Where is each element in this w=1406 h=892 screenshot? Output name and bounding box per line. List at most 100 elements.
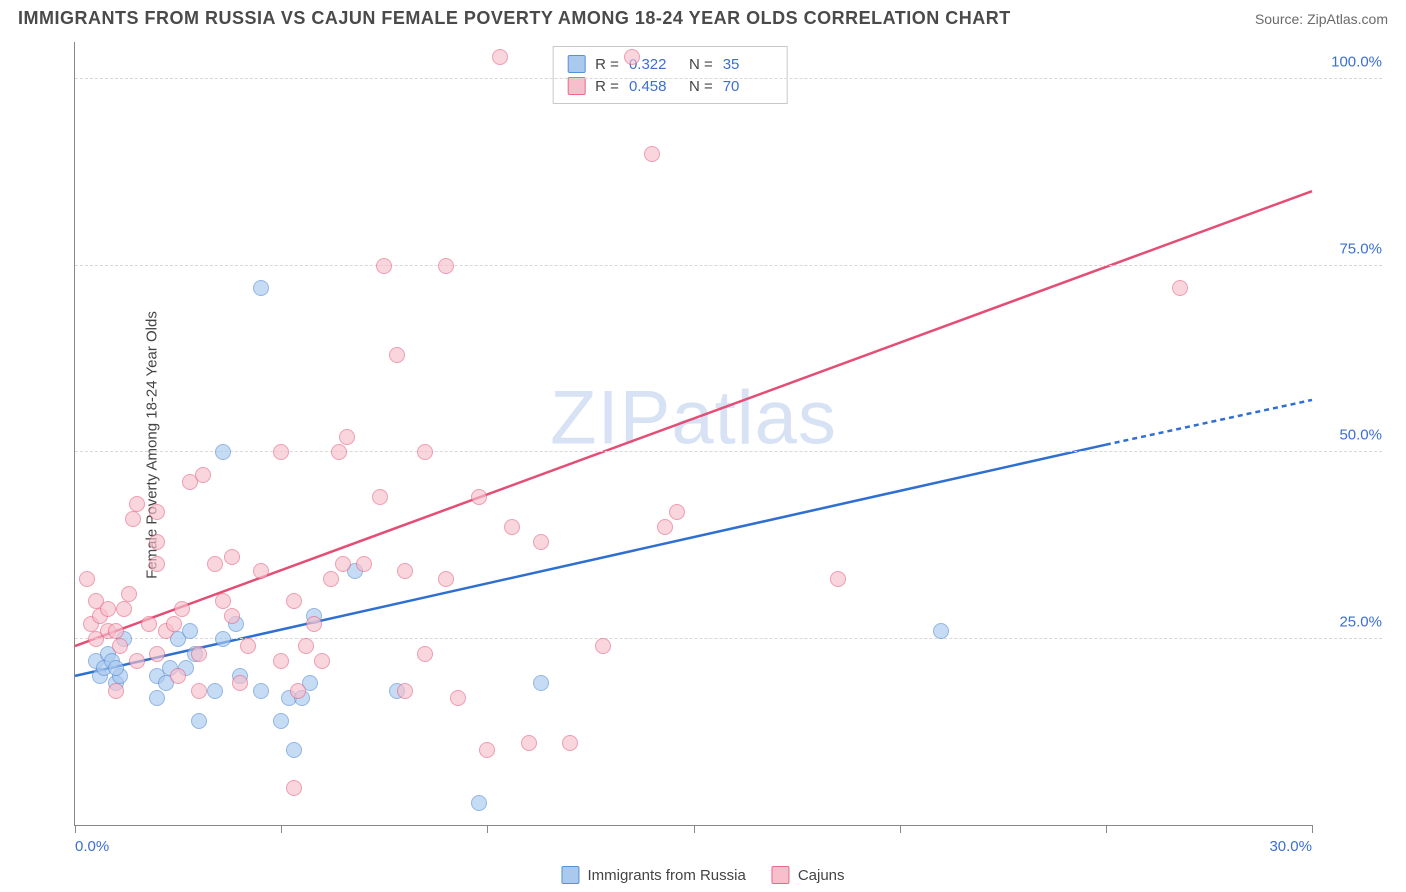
x-tick xyxy=(900,825,901,833)
data-point-cajun xyxy=(562,735,578,751)
y-tick-label: 100.0% xyxy=(1318,54,1382,71)
data-point-cajun xyxy=(624,49,640,65)
trend-lines xyxy=(75,42,1312,825)
data-point-cajun xyxy=(170,668,186,684)
data-point-cajun xyxy=(191,646,207,662)
data-point-cajun xyxy=(286,593,302,609)
legend-label: Immigrants from Russia xyxy=(587,867,745,884)
data-point-cajun xyxy=(504,519,520,535)
data-point-cajun xyxy=(149,504,165,520)
data-point-cajun xyxy=(323,571,339,587)
legend-item-cajun: Cajuns xyxy=(772,866,845,884)
plot-area: ZIPatlas R =0.322N =35R =0.458N =70 25.0… xyxy=(74,42,1312,826)
data-point-russia xyxy=(191,713,207,729)
data-point-cajun xyxy=(372,489,388,505)
gridline xyxy=(75,638,1382,639)
data-point-russia xyxy=(253,683,269,699)
chart-container: Female Poverty Among 18-24 Year Olds ZIP… xyxy=(28,38,1390,852)
data-point-cajun xyxy=(149,556,165,572)
stat-n-label: N = xyxy=(689,78,713,95)
data-point-cajun xyxy=(273,653,289,669)
x-tick-label: 30.0% xyxy=(1269,838,1312,855)
legend-swatch-russia xyxy=(561,866,579,884)
data-point-cajun xyxy=(397,563,413,579)
stats-legend: R =0.322N =35R =0.458N =70 xyxy=(552,46,788,104)
data-point-cajun xyxy=(112,638,128,654)
data-point-cajun xyxy=(306,616,322,632)
data-point-cajun xyxy=(129,653,145,669)
data-point-russia xyxy=(286,742,302,758)
data-point-cajun xyxy=(397,683,413,699)
data-point-russia xyxy=(933,623,949,639)
watermark: ZIPatlas xyxy=(550,374,837,461)
data-point-cajun xyxy=(108,683,124,699)
data-point-cajun xyxy=(471,489,487,505)
data-point-cajun xyxy=(331,444,347,460)
chart-title: IMMIGRANTS FROM RUSSIA VS CAJUN FEMALE P… xyxy=(18,8,1011,29)
data-point-cajun xyxy=(657,519,673,535)
data-point-cajun xyxy=(314,653,330,669)
data-point-russia xyxy=(149,690,165,706)
data-point-cajun xyxy=(830,571,846,587)
data-point-russia xyxy=(215,631,231,647)
data-point-cajun xyxy=(129,496,145,512)
data-point-cajun xyxy=(121,586,137,602)
stat-n-value: 70 xyxy=(723,78,773,95)
data-point-cajun xyxy=(273,444,289,460)
data-point-cajun xyxy=(533,534,549,550)
data-point-cajun xyxy=(224,608,240,624)
legend-item-russia: Immigrants from Russia xyxy=(561,866,745,884)
data-point-cajun xyxy=(438,258,454,274)
data-point-cajun xyxy=(207,556,223,572)
data-point-cajun xyxy=(669,504,685,520)
data-point-russia xyxy=(207,683,223,699)
data-point-cajun xyxy=(492,49,508,65)
gridline xyxy=(75,265,1382,266)
data-point-russia xyxy=(273,713,289,729)
stat-r-label: R = xyxy=(595,56,619,73)
data-point-cajun xyxy=(1172,280,1188,296)
data-point-cajun xyxy=(339,429,355,445)
data-point-cajun xyxy=(215,593,231,609)
data-point-cajun xyxy=(149,646,165,662)
data-point-cajun xyxy=(79,571,95,587)
data-point-cajun xyxy=(389,347,405,363)
x-tick xyxy=(1312,825,1313,833)
data-point-cajun xyxy=(521,735,537,751)
data-point-cajun xyxy=(141,616,157,632)
stat-n-label: N = xyxy=(689,56,713,73)
data-point-cajun xyxy=(335,556,351,572)
gridline xyxy=(75,451,1382,452)
data-point-cajun xyxy=(450,690,466,706)
x-tick xyxy=(487,825,488,833)
data-point-cajun xyxy=(116,601,132,617)
data-point-cajun xyxy=(195,467,211,483)
data-point-cajun xyxy=(125,511,141,527)
data-point-cajun xyxy=(286,780,302,796)
data-point-russia xyxy=(215,444,231,460)
data-point-cajun xyxy=(166,616,182,632)
data-point-cajun xyxy=(108,623,124,639)
data-point-cajun xyxy=(191,683,207,699)
data-point-cajun xyxy=(376,258,392,274)
data-point-russia xyxy=(253,280,269,296)
data-point-cajun xyxy=(438,571,454,587)
series-legend: Immigrants from Russia Cajuns xyxy=(561,866,844,884)
data-point-cajun xyxy=(417,444,433,460)
data-point-cajun xyxy=(298,638,314,654)
legend-swatch-cajun xyxy=(772,866,790,884)
data-point-russia xyxy=(471,795,487,811)
data-point-cajun xyxy=(149,534,165,550)
data-point-cajun xyxy=(644,146,660,162)
stat-r-value: 0.458 xyxy=(629,78,679,95)
data-point-cajun xyxy=(253,563,269,579)
data-point-russia xyxy=(108,660,124,676)
stat-n-value: 35 xyxy=(723,56,773,73)
y-tick-label: 75.0% xyxy=(1318,240,1382,257)
data-point-russia xyxy=(182,623,198,639)
y-tick-label: 50.0% xyxy=(1318,427,1382,444)
x-tick xyxy=(1106,825,1107,833)
data-point-cajun xyxy=(417,646,433,662)
gridline xyxy=(75,78,1382,79)
data-point-cajun xyxy=(356,556,372,572)
